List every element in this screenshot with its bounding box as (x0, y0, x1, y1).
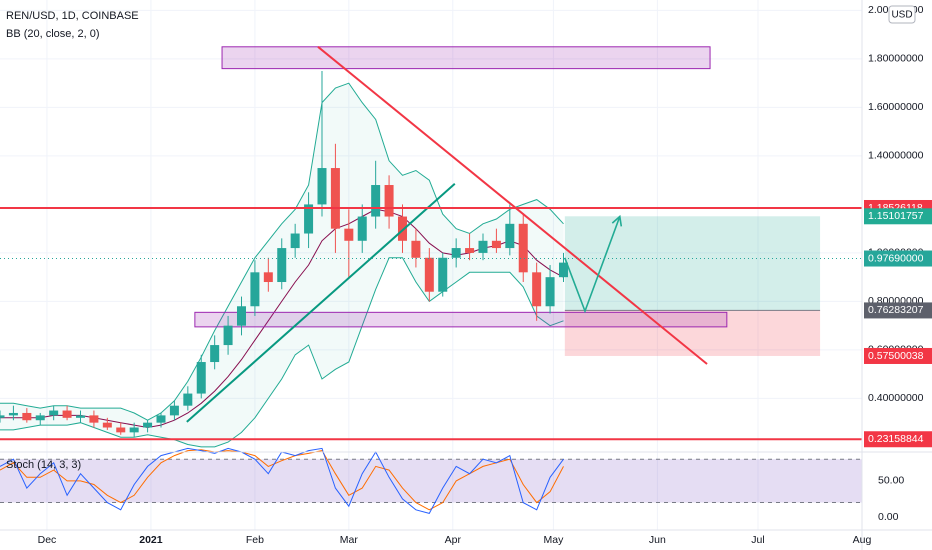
candle-body (22, 412, 32, 421)
candle-body (357, 216, 367, 241)
candle-body (223, 325, 233, 346)
candle-body (143, 422, 153, 428)
candle-body (451, 248, 461, 258)
x-tick-label: 2021 (139, 534, 163, 546)
arrow-head (611, 214, 623, 227)
candle-body (196, 362, 206, 394)
y-tick-label: 0.40000000 (868, 392, 924, 404)
stoch-tick-label: 0.00 (878, 511, 899, 523)
candle-body (411, 240, 421, 258)
candle-body (384, 185, 394, 217)
price-label-box (864, 347, 932, 364)
candle-body (263, 272, 273, 283)
y-tick-label: 1.40000000 (868, 150, 924, 162)
candle-body (35, 415, 45, 421)
candle-body (317, 168, 327, 205)
price-label: 0.23158844 (868, 433, 924, 445)
candle-body (49, 410, 59, 416)
candle-body (210, 345, 220, 363)
zone-box (194, 311, 728, 328)
candle-body (532, 272, 542, 307)
price-label-box (864, 250, 932, 267)
price-label: 0.97690000 (868, 252, 924, 264)
candle-body (290, 233, 300, 249)
y-tick-label: 1.60000000 (868, 101, 924, 113)
x-tick-label: Aug (853, 534, 872, 546)
candle-body (169, 405, 179, 416)
x-tick-label: May (544, 534, 565, 546)
candle-body (0, 415, 5, 418)
candle-body (491, 240, 501, 249)
bb-upper (0, 82, 564, 421)
x-tick-label: Jun (649, 534, 666, 546)
trend-line (186, 183, 456, 423)
x-tick-label: Dec (38, 534, 57, 546)
price-label: 0.57500038 (868, 350, 924, 362)
symbol-title: REN/USD, 1D, COINBASE (6, 10, 139, 22)
candle-body (438, 257, 448, 292)
candle-body (545, 277, 555, 307)
stoch-title: Stoch (14, 3, 3) (6, 459, 81, 471)
price-label: 0.76283207 (868, 304, 924, 316)
candle-body (62, 410, 72, 418)
candle-body (424, 257, 434, 292)
currency-box[interactable] (888, 5, 916, 24)
price-label-box (864, 208, 932, 225)
candle-body (505, 223, 515, 249)
position-profit (564, 216, 821, 311)
candle-body (236, 306, 246, 326)
candle-body (183, 393, 193, 406)
price-label-box (864, 431, 932, 448)
candle-body (129, 427, 139, 433)
y-tick-label: 1.80000000 (868, 53, 924, 65)
candle-body (304, 204, 314, 234)
stoch-tick-label: 50.00 (878, 475, 904, 487)
x-tick-label: Apr (445, 534, 462, 546)
projection-arrow (564, 216, 621, 314)
price-label: 1.15101757 (868, 210, 924, 222)
currency[interactable]: USD (891, 10, 912, 21)
candle-body (102, 422, 112, 428)
price-label-box (864, 302, 932, 319)
position-loss (564, 310, 821, 356)
stoch-band (0, 459, 862, 503)
candle-body (250, 272, 260, 307)
candle-body (156, 415, 166, 423)
indicator-title: BB (20, close, 2, 0) (6, 28, 100, 40)
candle-body (75, 415, 85, 418)
candle-body (277, 248, 287, 283)
candle-body (8, 412, 18, 416)
zone-box (221, 46, 711, 70)
candle-body (330, 168, 340, 229)
candle-body (397, 216, 407, 241)
x-tick-label: Feb (246, 534, 264, 546)
candle-body (465, 248, 475, 253)
candle-body (116, 427, 126, 433)
candle-body (344, 228, 354, 241)
x-tick-label: Jul (751, 534, 764, 546)
x-tick-label: Mar (340, 534, 359, 546)
candle-body (558, 262, 568, 278)
candle-body (371, 185, 381, 217)
candle-body (89, 415, 99, 423)
candle-body (518, 223, 528, 273)
trend-line (317, 46, 708, 365)
candle-body (478, 240, 488, 253)
